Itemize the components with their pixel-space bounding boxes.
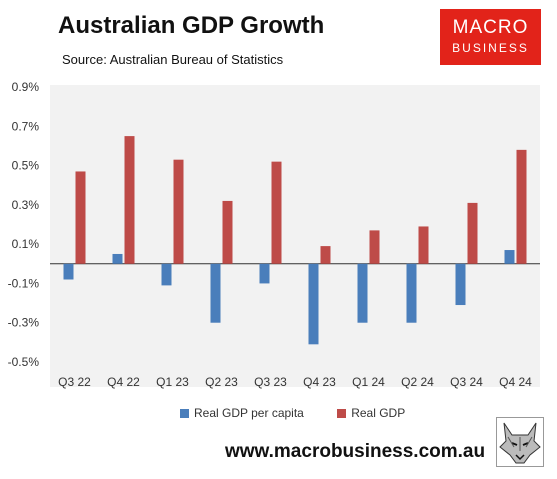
- bar-real-gdp: [271, 161, 282, 264]
- x-tick-label: Q4 22: [107, 375, 140, 389]
- bar-real-gdp-per-capita: [406, 263, 417, 323]
- bar-real-gdp: [516, 149, 527, 264]
- website-url: www.macrobusiness.com.au: [225, 441, 486, 462]
- legend-label-real-gdp: Real GDP: [351, 406, 406, 420]
- legend-swatch-real-gdp: [337, 409, 347, 418]
- bar-real-gdp-per-capita: [161, 263, 172, 286]
- legend-item-real-gdp: Real GDP: [337, 406, 405, 420]
- y-tick-label: 0.7%: [12, 119, 40, 133]
- wolf-logo-icon: [496, 417, 544, 467]
- x-tick-label: Q2 24: [401, 375, 434, 389]
- x-tick-label: Q4 23: [303, 375, 336, 389]
- y-tick-label: 0.1%: [12, 237, 40, 251]
- bar-real-gdp-per-capita: [308, 263, 319, 345]
- legend-label-per-capita: Real GDP per capita: [194, 406, 304, 420]
- macrobusiness-logo: MACRO BUSINESS: [440, 9, 541, 65]
- chart-title: Australian GDP Growth: [58, 12, 325, 39]
- logo-line-1: MACRO: [452, 17, 529, 38]
- y-tick-label: 0.5%: [12, 159, 40, 173]
- bar-real-gdp: [222, 200, 233, 264]
- legend-item-per-capita: Real GDP per capita: [180, 406, 304, 420]
- x-tick-label: Q1 23: [156, 375, 189, 389]
- bar-real-gdp: [124, 136, 135, 264]
- bar-real-gdp-per-capita: [63, 263, 74, 280]
- x-tick-label: Q3 24: [450, 375, 483, 389]
- x-tick-label: Q3 23: [254, 375, 287, 389]
- bar-real-gdp-per-capita: [504, 250, 515, 264]
- logo-line-2: BUSINESS: [452, 41, 529, 55]
- y-tick-label: -0.3%: [8, 316, 40, 330]
- y-tick-label: 0.3%: [12, 198, 40, 212]
- legend: Real GDP per capita Real GDP: [180, 406, 435, 420]
- y-tick-label: 0.9%: [12, 80, 40, 94]
- y-tick-label: -0.1%: [8, 276, 40, 290]
- bar-real-gdp-per-capita: [455, 263, 466, 306]
- bar-real-gdp: [173, 159, 184, 264]
- bar-real-gdp-per-capita: [357, 263, 368, 323]
- bar-real-gdp: [467, 202, 478, 264]
- bar-real-gdp: [369, 230, 380, 264]
- x-tick-label: Q3 22: [58, 375, 91, 389]
- bar-real-gdp: [418, 226, 429, 264]
- x-tick-label: Q4 24: [499, 375, 532, 389]
- legend-swatch-per-capita: [180, 409, 189, 418]
- x-tick-label: Q2 23: [205, 375, 238, 389]
- bar-real-gdp-per-capita: [112, 253, 123, 264]
- x-tick-label: Q1 24: [352, 375, 385, 389]
- chart-subtitle: Source: Australian Bureau of Statistics: [62, 52, 284, 67]
- bar-real-gdp: [75, 171, 86, 264]
- bar-real-gdp-per-capita: [210, 263, 221, 323]
- bar-real-gdp: [320, 246, 331, 264]
- bar-real-gdp-per-capita: [259, 263, 270, 284]
- y-tick-label: -0.5%: [8, 355, 40, 369]
